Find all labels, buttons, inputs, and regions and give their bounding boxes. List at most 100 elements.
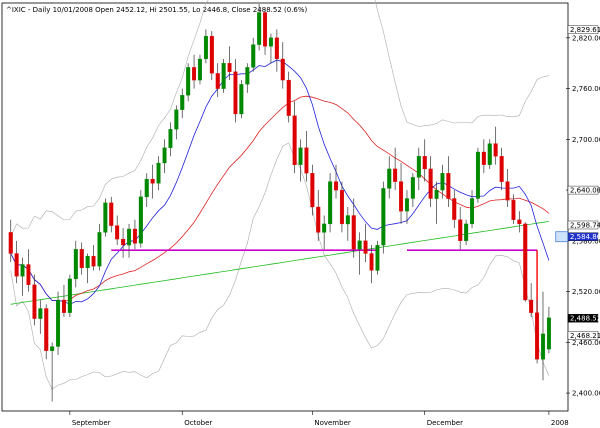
candle-body	[50, 346, 55, 351]
candle-body	[535, 312, 540, 360]
candle-body	[375, 244, 380, 271]
candle-body	[263, 12, 268, 47]
candle-body	[168, 129, 173, 148]
price-label-box	[567, 314, 599, 323]
candle-body	[150, 178, 155, 184]
price-labels: 2,829.61 2,640.00 2,598.74 2,584.86 2,488.52…	[555, 25, 600, 340]
x-tick-label: 2008	[551, 419, 569, 427]
y-tick-label: 2,760.00	[572, 85, 600, 93]
candle-body	[369, 253, 374, 271]
price-label-box	[567, 331, 599, 340]
candle-body	[422, 156, 427, 170]
chart-title: ^IXIC - Daily 10/01/2008 Open 2452.12, H…	[6, 6, 308, 14]
candle-body	[227, 63, 232, 72]
candle-body	[79, 249, 84, 269]
candle-body	[404, 198, 409, 212]
candle-body	[464, 223, 469, 241]
candle-body	[416, 156, 421, 178]
candle-body	[156, 162, 161, 184]
candle-body	[298, 147, 303, 165]
candle-body	[529, 299, 534, 313]
price-label-text: 2,640.00	[570, 187, 600, 195]
candle-body	[446, 173, 451, 199]
candle-body	[322, 223, 327, 233]
candle-body	[239, 84, 244, 115]
candle-body	[180, 95, 185, 110]
candle-body	[505, 181, 510, 201]
candle-body	[428, 168, 433, 199]
candle-body	[20, 264, 25, 277]
marker-box	[555, 231, 569, 243]
candle-body	[334, 181, 339, 191]
candle-body	[109, 202, 114, 226]
candle-body	[434, 189, 439, 199]
candle-body	[351, 215, 356, 250]
candle-body	[523, 223, 528, 301]
candle-body	[316, 206, 321, 233]
candle-body	[487, 143, 492, 165]
candles	[8, 4, 551, 402]
candle-body	[251, 44, 256, 68]
candle-body	[215, 73, 220, 89]
candle-body	[470, 198, 475, 225]
candle-body	[174, 109, 179, 130]
price-label-box	[567, 25, 599, 34]
candle-body	[257, 12, 262, 45]
candle-body	[499, 156, 504, 182]
candle-body	[221, 63, 226, 89]
price-label-text: 2,488.52	[570, 315, 600, 323]
y-tick-label: 2,820.00	[572, 34, 600, 42]
candle-body	[393, 168, 398, 182]
candle-body	[440, 173, 445, 191]
candle-body	[203, 35, 208, 60]
candle-body	[452, 198, 457, 220]
candle-body	[132, 228, 137, 244]
x-tick-label: October	[184, 419, 212, 427]
candle-body	[162, 147, 167, 164]
candle-body	[14, 253, 19, 277]
candle-body	[546, 317, 551, 350]
y-tick-label: 2,580.00	[572, 237, 600, 245]
candle-body	[481, 151, 486, 165]
candle-body	[32, 284, 37, 319]
price-label-box	[567, 185, 599, 195]
candle-body	[458, 219, 463, 241]
bollinger-bands	[10, 0, 550, 390]
y-tick-label: 2,700.00	[572, 136, 600, 144]
candle-body	[280, 58, 285, 81]
y-tick-label: 2,460.00	[572, 339, 600, 347]
candle-body	[38, 308, 43, 319]
candle-body	[44, 308, 49, 351]
candle-body	[26, 264, 31, 285]
candle-body	[475, 151, 480, 199]
candle-body	[387, 168, 392, 189]
candle-body	[493, 143, 498, 157]
candle-body	[274, 37, 279, 60]
lower-band-line	[10, 142, 550, 390]
candle-body	[67, 278, 72, 313]
price-label-text: 2,829.61	[570, 26, 600, 34]
candle-body	[286, 79, 291, 116]
x-tick-label: November	[314, 419, 351, 427]
candle-body	[339, 189, 344, 225]
candle-body	[186, 67, 191, 96]
candle-body	[192, 67, 197, 81]
candle-body	[56, 299, 61, 347]
candle-body	[197, 58, 202, 81]
plot-frame	[1, 2, 569, 412]
candle-body	[268, 37, 273, 47]
x-tick-label: September	[72, 419, 111, 427]
candle-body	[97, 232, 102, 267]
candle-body	[73, 249, 78, 280]
candle-body	[363, 240, 368, 254]
price-label-box	[567, 220, 599, 230]
candle-body	[245, 67, 250, 85]
candle-body	[345, 215, 350, 225]
x-axis: September October November December 2008	[69, 411, 569, 427]
candle-body	[310, 173, 315, 208]
candle-body	[233, 71, 238, 115]
x-tick-label: December	[427, 419, 463, 427]
candle-body	[517, 219, 522, 225]
